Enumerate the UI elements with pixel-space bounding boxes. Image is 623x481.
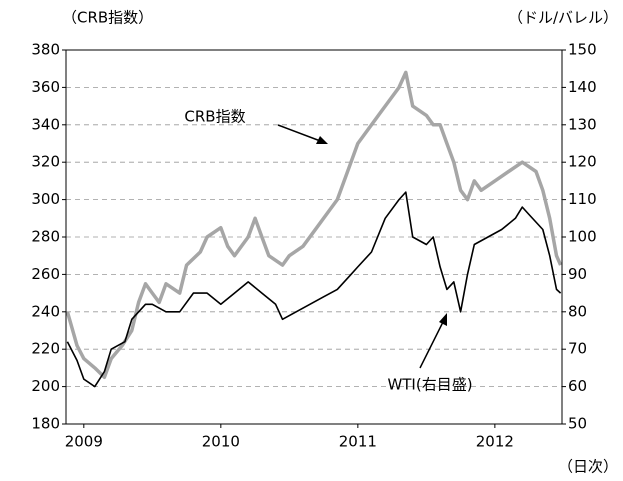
y-tick-label: 220 <box>31 340 60 358</box>
y2-tick-label: 70 <box>568 340 587 358</box>
y2-tick-label: 80 <box>568 302 587 320</box>
y-tick-label: 300 <box>31 190 60 208</box>
y-tick-label: 180 <box>31 415 60 433</box>
x-tick-label: 2009 <box>65 433 103 451</box>
y-tick-label: 280 <box>31 228 60 246</box>
series-annotation: WTI(右目盛) <box>387 376 472 394</box>
x-tick-label: 2012 <box>476 433 514 451</box>
y2-tick-label: 100 <box>568 228 597 246</box>
series-annotation: CRB指数 <box>184 108 245 126</box>
x-axis-label: （日次） <box>558 458 618 476</box>
series-line <box>65 70 563 380</box>
y2-axis-label: （ドル/バレル） <box>508 9 618 27</box>
x-tick-label: 2010 <box>202 433 240 451</box>
annotation-arrow <box>419 319 445 369</box>
y-tick-label: 320 <box>31 153 60 171</box>
y2-tick-label: 130 <box>568 115 597 133</box>
annotation-arrowhead <box>439 313 447 326</box>
annotation-arrowhead <box>316 136 328 144</box>
y-tick-label: 340 <box>31 115 60 133</box>
y2-tick-label: 60 <box>568 377 587 395</box>
y-tick-label: 360 <box>31 78 60 96</box>
y-tick-label: 260 <box>31 265 60 283</box>
y-tick-label: 240 <box>31 302 60 320</box>
y-axis-label: （CRB指数） <box>62 9 153 27</box>
y-tick-label: 380 <box>31 41 60 59</box>
y2-tick-label: 150 <box>568 41 597 59</box>
y-tick-label: 200 <box>31 377 60 395</box>
annotation-arrow <box>277 124 324 143</box>
y2-tick-label: 90 <box>568 265 587 283</box>
series-line <box>66 191 562 388</box>
y2-tick-label: 120 <box>568 153 597 171</box>
y2-tick-label: 110 <box>568 190 597 208</box>
y2-tick-label: 140 <box>568 78 597 96</box>
y2-tick-label: 50 <box>568 415 587 433</box>
x-tick-label: 2011 <box>339 433 377 451</box>
